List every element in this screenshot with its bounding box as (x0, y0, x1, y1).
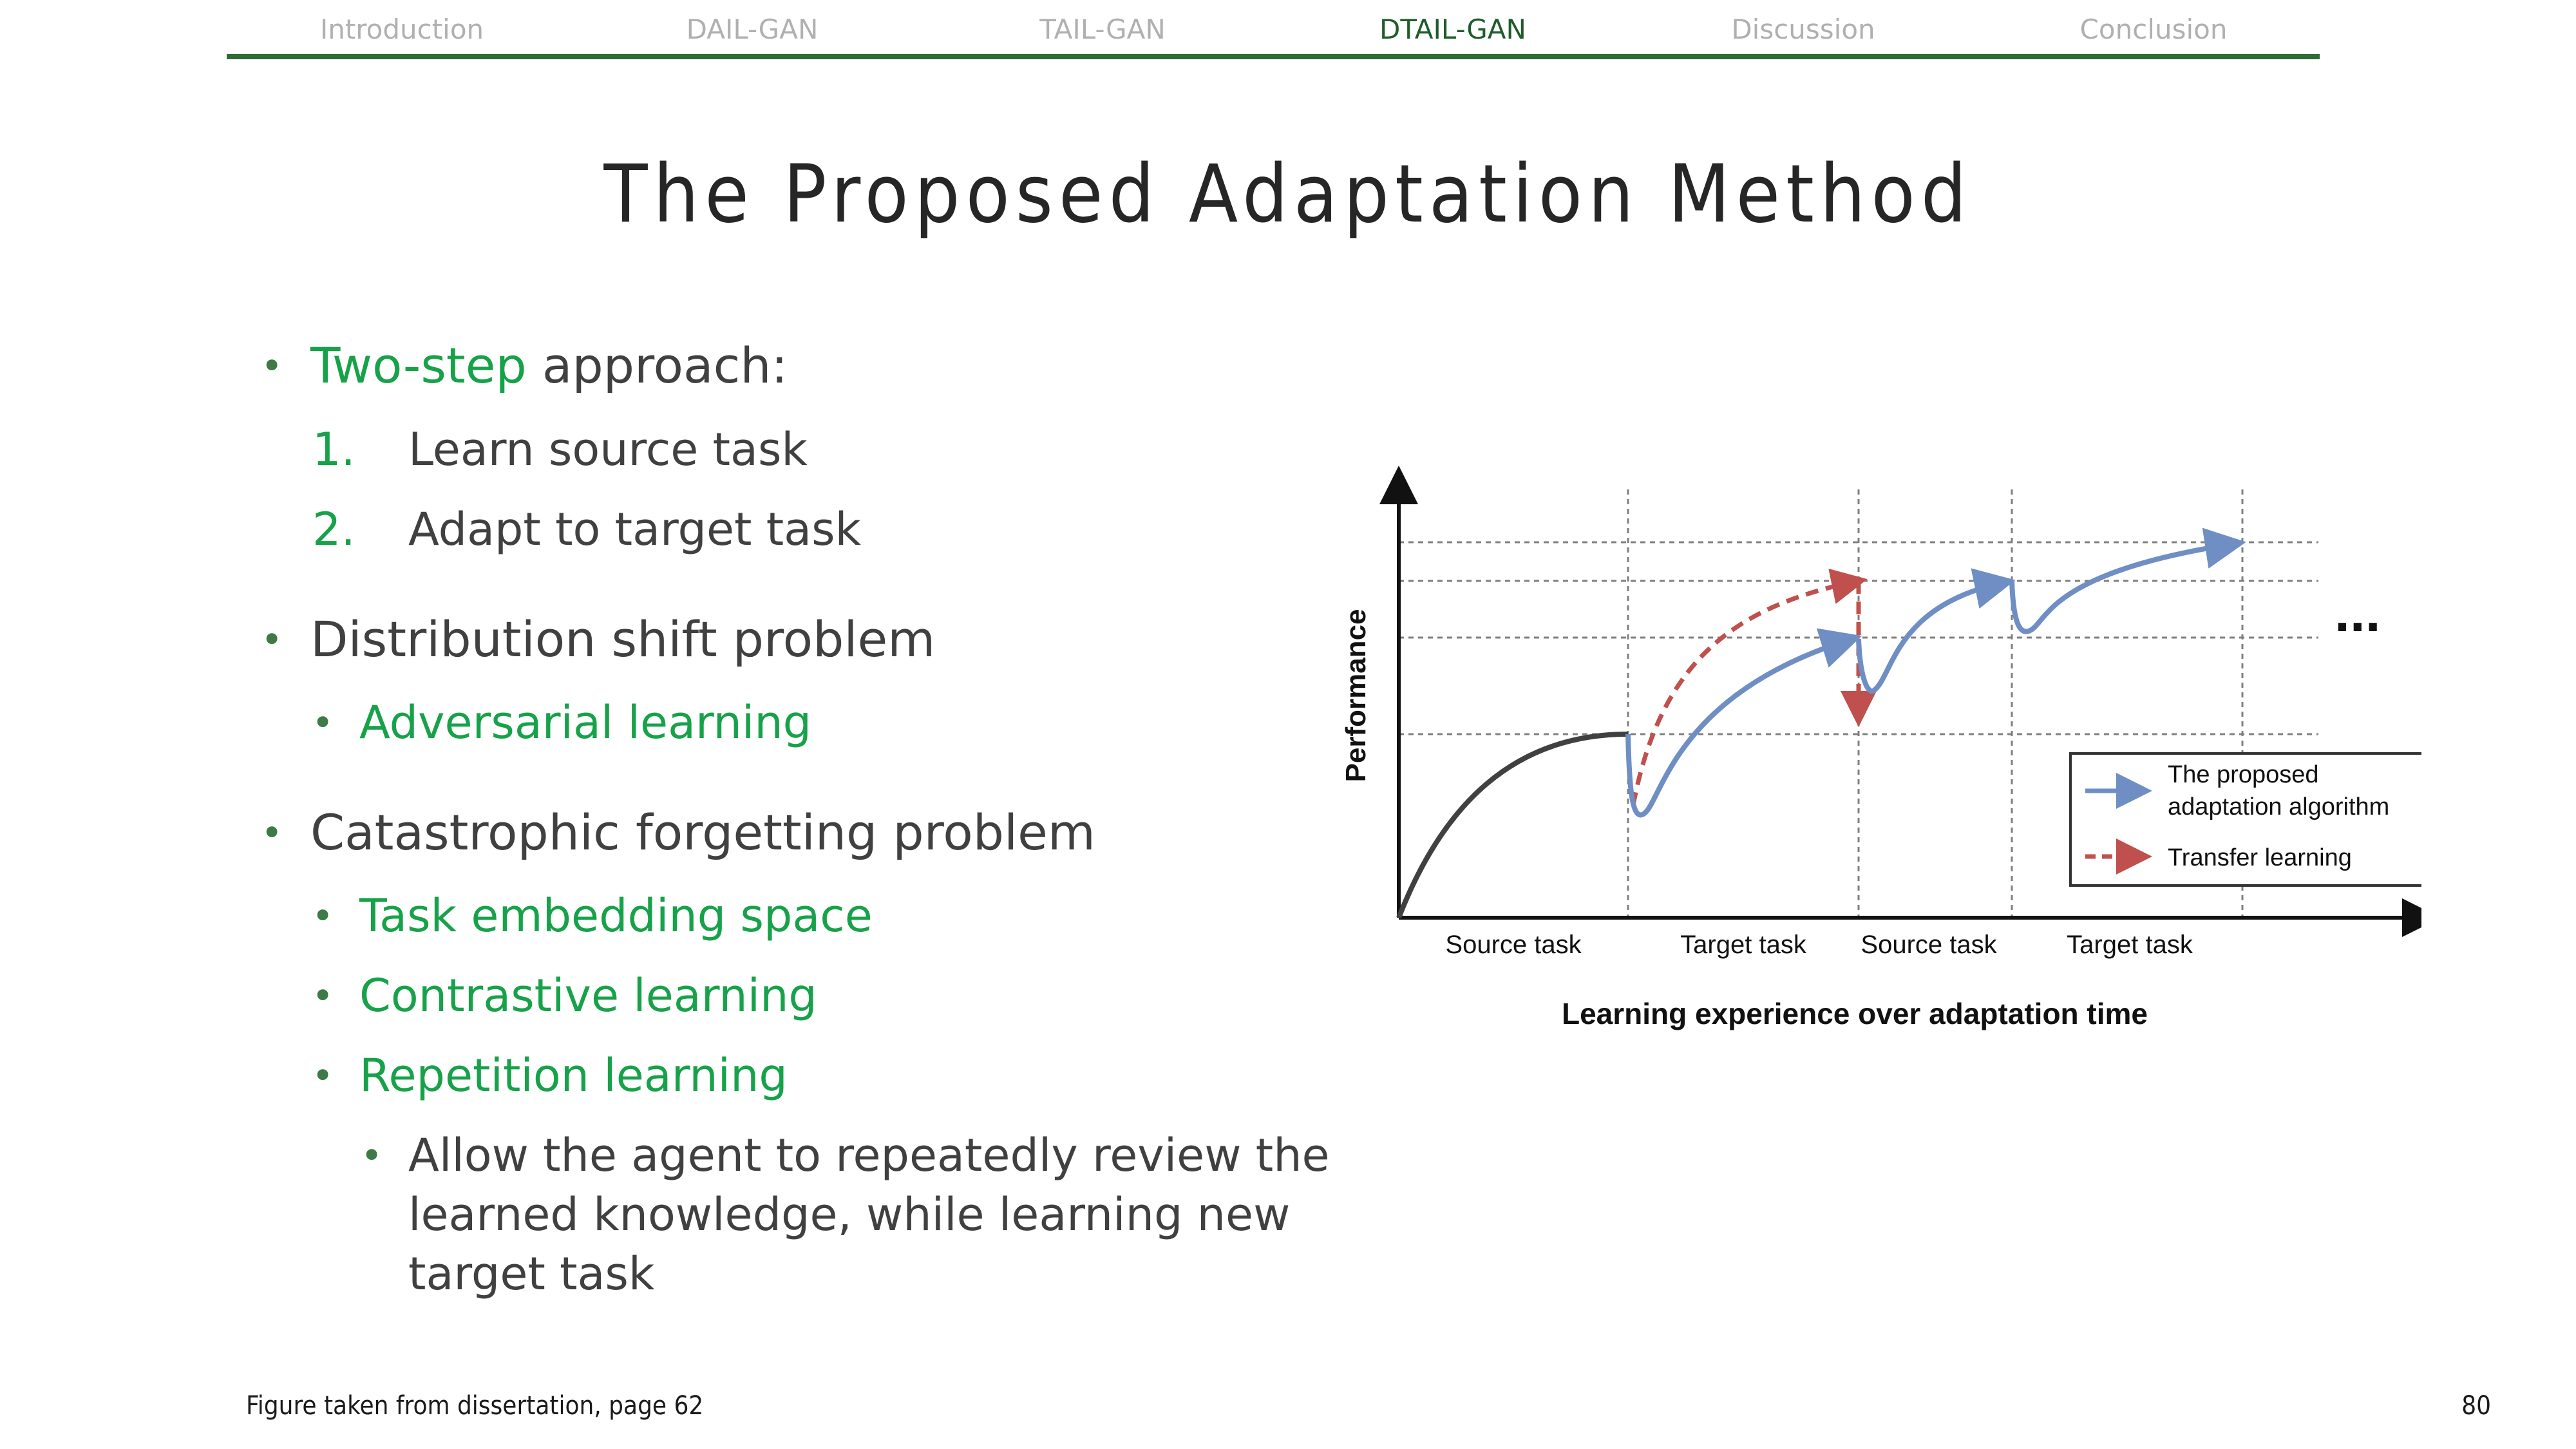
x-axis-label: Learning experience over adaptation time (1562, 997, 2148, 1030)
continuation-marker: ... (2334, 582, 2381, 643)
bullet-two-step-highlight: Two-step (310, 337, 527, 394)
figure-source-note: Figure taken from dissertation, page 62 (246, 1391, 704, 1421)
sub-bullet-task-embedding: Task embedding space (359, 889, 873, 942)
sub-bullet-repetition: Repetition learning (359, 1049, 788, 1102)
source-learning-curve (1396, 732, 1629, 919)
bullet-dot: • (261, 811, 283, 855)
bullet-catastrophic-forgetting: Catastrophic forgetting problem (310, 804, 1095, 861)
legend-proposed-label: The proposed (2168, 761, 2319, 788)
bullet-dot: • (312, 894, 334, 938)
proposed-curve-2 (1856, 568, 2016, 694)
x-tick-label: Target task (2067, 931, 2193, 959)
sub-bullet-contrastive: Contrastive learning (359, 969, 817, 1022)
step-number: 2. (312, 503, 355, 556)
bullet-two-step-rest: approach: (526, 337, 788, 394)
nav-item-conclusion[interactable]: Conclusion (2079, 14, 2228, 45)
x-tick-label: Target task (1680, 931, 1807, 959)
detail-line-2: learned knowledge, while learning new (408, 1188, 1291, 1241)
bullet-dot: • (312, 974, 334, 1018)
bullet-distribution-shift: Distribution shift problem (310, 611, 936, 668)
bullet-dot: • (361, 1133, 383, 1177)
nav-item-dtail-gan[interactable]: DTAIL-GAN (1379, 14, 1526, 45)
detail-line-3: target task (408, 1247, 655, 1300)
chart-legend: The proposed adaptation algorithm Transf… (2069, 752, 2421, 887)
nav-divider (227, 54, 2320, 59)
x-tick-label: Source task (1445, 931, 1582, 959)
nav-item-introduction[interactable]: Introduction (319, 14, 484, 45)
section-nav: Introduction DAIL-GAN TAIL-GAN DTAIL-GAN… (227, 0, 2320, 62)
bullet-dot: • (312, 701, 334, 744)
bullet-two-step: Two-step approach: (310, 336, 788, 395)
slide-title: The Proposed Adaptation Method (603, 148, 1973, 241)
y-axis-label: Performance (1340, 609, 1372, 782)
nav-item-tail-gan[interactable]: TAIL-GAN (1039, 14, 1166, 45)
bullet-dot: • (261, 618, 283, 661)
transfer-learning-curve-1 (1631, 568, 1868, 806)
page-number: 80 (2461, 1391, 2491, 1421)
step-number: 1. (312, 423, 355, 476)
sub-bullet-adversarial: Adversarial learning (359, 696, 812, 749)
adaptation-chart: ... Performance Source task Target task … (1340, 466, 2421, 1030)
bullet-dot: • (312, 1054, 334, 1097)
x-tick-label: Source task (1861, 931, 1997, 959)
bullet-dot: • (261, 344, 283, 388)
proposed-curve-1 (1625, 628, 1862, 818)
step-learn-source: Learn source task (408, 423, 808, 476)
legend-proposed-label: adaptation algorithm (2168, 793, 2389, 820)
nav-item-discussion[interactable]: Discussion (1731, 14, 1875, 45)
detail-line-1: Allow the agent to repeatedly review the (408, 1129, 1330, 1182)
proposed-curve-3 (2009, 527, 2246, 634)
legend-transfer-label: Transfer learning (2168, 844, 2352, 871)
step-adapt-target: Adapt to target task (408, 503, 862, 556)
nav-item-dail-gan[interactable]: DAIL-GAN (686, 14, 819, 45)
